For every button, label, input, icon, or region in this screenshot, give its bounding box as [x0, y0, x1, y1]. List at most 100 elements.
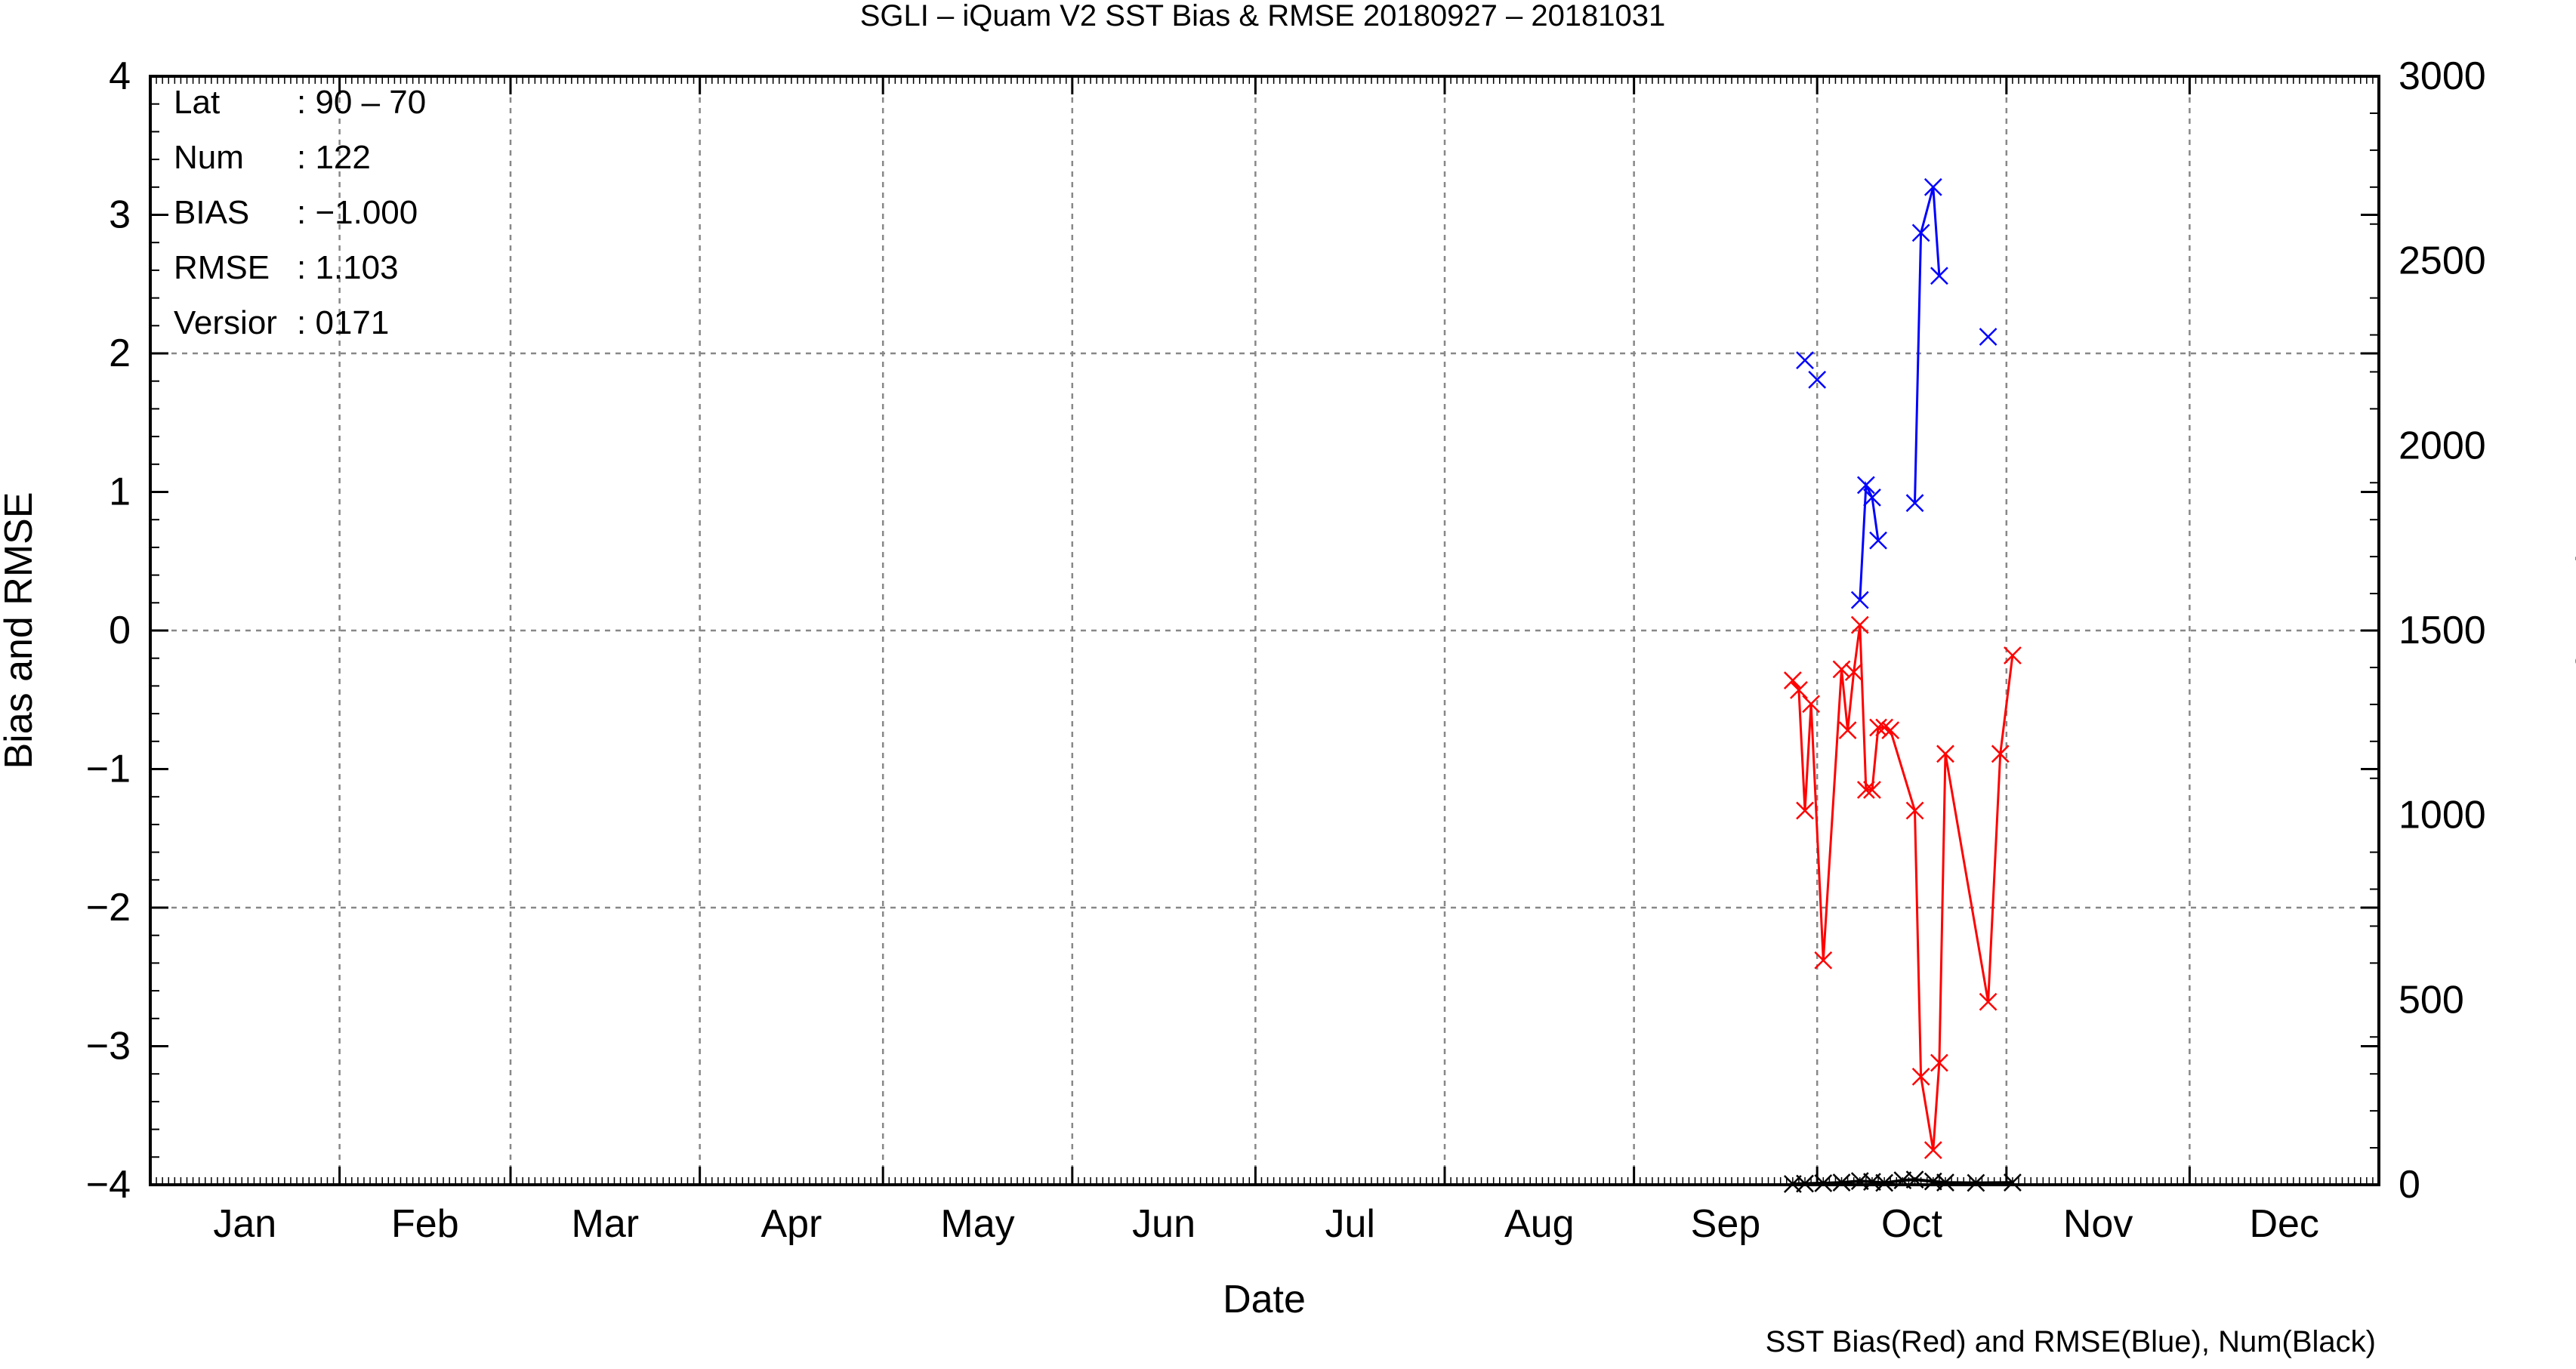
- rmse-point: [1808, 370, 1827, 389]
- bias-point: [1790, 681, 1808, 699]
- rmse-point-stroke: [1863, 488, 1881, 507]
- y-tick-label: −3: [86, 1025, 131, 1068]
- y-tick-label: 0: [109, 609, 131, 652]
- bias-point-stroke: [1850, 615, 1869, 634]
- y2-tick-label: 2000: [2399, 424, 2486, 467]
- bias-point: [1796, 801, 1814, 820]
- bias-point-stroke: [1802, 695, 1820, 714]
- bias-point-stroke: [1936, 745, 1954, 763]
- num-point: [1796, 1174, 1814, 1193]
- num-point: [1905, 1170, 1924, 1189]
- info-key: Versior: [174, 304, 277, 341]
- x-tick-label: Mar: [572, 1202, 640, 1246]
- y-tick-label: 1: [109, 470, 131, 514]
- bias-point-stroke: [1790, 681, 1808, 699]
- bias-point: [1991, 745, 2010, 763]
- bias-point: [1783, 671, 1802, 689]
- rmse-line: [1914, 187, 1941, 504]
- bias-point-stroke: [1814, 951, 1833, 970]
- x-tick-label: Feb: [391, 1202, 459, 1246]
- bias-point: [1844, 663, 1863, 681]
- num-point-stroke: [2004, 1173, 2022, 1192]
- info-value: : 90 – 70: [297, 84, 426, 121]
- bias-point-stroke: [2004, 646, 2022, 664]
- y2-tick-label: 3000: [2399, 54, 2486, 98]
- rmse-point-stroke: [1796, 351, 1814, 370]
- bias-point: [1814, 951, 1833, 970]
- chart-title: SGLI – iQuam V2 SST Bias & RMSE 20180927…: [860, 0, 1666, 32]
- bias-point: [1979, 992, 1998, 1011]
- y-tick-label: 3: [109, 193, 131, 237]
- x-tick-label: Dec: [2249, 1202, 2318, 1246]
- bias-point-stroke: [1875, 718, 1894, 737]
- bias-point: [1832, 660, 1851, 679]
- bias-point: [1911, 1067, 1930, 1086]
- bias-point-stroke: [1869, 718, 1887, 737]
- num-point-stroke: [1832, 1173, 1851, 1192]
- bias-point: [1863, 781, 1881, 799]
- x-tick-label: Jan: [213, 1202, 276, 1246]
- y2-tick-labels: 3000 2500 2000 1500 1000 500 0: [2399, 54, 2486, 1207]
- info-key: Lat: [174, 84, 220, 121]
- info-key: RMSE: [174, 249, 270, 286]
- num-point-stroke: [1814, 1174, 1833, 1192]
- rmse-point: [1979, 328, 1998, 346]
- x-tick-label: Apr: [760, 1202, 822, 1246]
- y2-tick-label: 0: [2399, 1163, 2420, 1207]
- num-point-stroke: [1796, 1174, 1814, 1193]
- x-tick-label: Oct: [1881, 1202, 1942, 1246]
- bias-point: [1875, 718, 1894, 737]
- bias-point: [1936, 745, 1954, 763]
- bias-point: [1930, 1053, 1948, 1072]
- x-axis-label: Date: [1223, 1278, 1306, 1321]
- x-tick-label: Jun: [1132, 1202, 1195, 1246]
- rmse-point-stroke: [1808, 370, 1827, 389]
- y2-tick-label: 500: [2399, 978, 2464, 1022]
- bias-point-stroke: [1796, 801, 1814, 820]
- bias-point: [1924, 1141, 1942, 1160]
- y2-axis-label: Num of Match–up: [2569, 476, 2576, 785]
- rmse-point-stroke: [1850, 590, 1869, 609]
- bias-point: [1881, 721, 1900, 740]
- rmse-point: [1905, 494, 1924, 513]
- y-tick-label: −4: [86, 1163, 131, 1207]
- num-point-stroke: [1905, 1170, 1924, 1189]
- y2-tick-label: 1500: [2399, 609, 2486, 652]
- grid-lines: [150, 76, 2379, 1185]
- bias-line: [1791, 624, 2014, 1151]
- x-tick-labels: Jan Feb Mar Apr May Jun Jul Aug Sep Oct Nov Dec: [213, 1202, 2319, 1246]
- info-box: Lat: 90 – 70 Num: 122 BIAS: −1.000 RMSE: 1.…: [174, 84, 426, 341]
- rmse-point-stroke: [1930, 267, 1948, 285]
- y2-tick-label: 2500: [2399, 239, 2486, 283]
- y-tick-label: −1: [86, 748, 131, 791]
- bias-point: [1869, 718, 1887, 737]
- info-value: : 1.103: [297, 249, 399, 286]
- series-layer: [1783, 177, 2022, 1193]
- num-point: [1875, 1173, 1894, 1192]
- rmse-point: [1796, 351, 1814, 370]
- y-tick-label: −2: [86, 886, 131, 930]
- axis-ticks: [149, 75, 2380, 1186]
- bias-point-stroke: [1844, 663, 1863, 681]
- y2-tick-label: 1000: [2399, 794, 2486, 837]
- rmse-point: [1930, 267, 1948, 285]
- bias-point-stroke: [1783, 671, 1802, 689]
- info-value: : 0171: [297, 304, 389, 341]
- bias-point: [1905, 801, 1924, 820]
- bias-point-stroke: [1838, 721, 1857, 740]
- rmse-line: [1859, 480, 1880, 600]
- info-key: BIAS: [174, 194, 249, 231]
- bias-point-stroke: [1911, 1067, 1930, 1086]
- x-tick-label: Sep: [1691, 1202, 1761, 1246]
- rmse-point: [1869, 531, 1887, 550]
- rmse-point-stroke: [1856, 476, 1875, 495]
- bias-point-stroke: [1863, 781, 1881, 799]
- num-point-stroke: [1936, 1173, 1954, 1192]
- y-tick-label: 2: [109, 331, 131, 375]
- num-point: [1814, 1174, 1833, 1192]
- rmse-point: [1850, 590, 1869, 609]
- bias-point-stroke: [1856, 781, 1875, 799]
- rmse-point: [1856, 476, 1875, 495]
- bias-point-stroke: [1905, 801, 1924, 820]
